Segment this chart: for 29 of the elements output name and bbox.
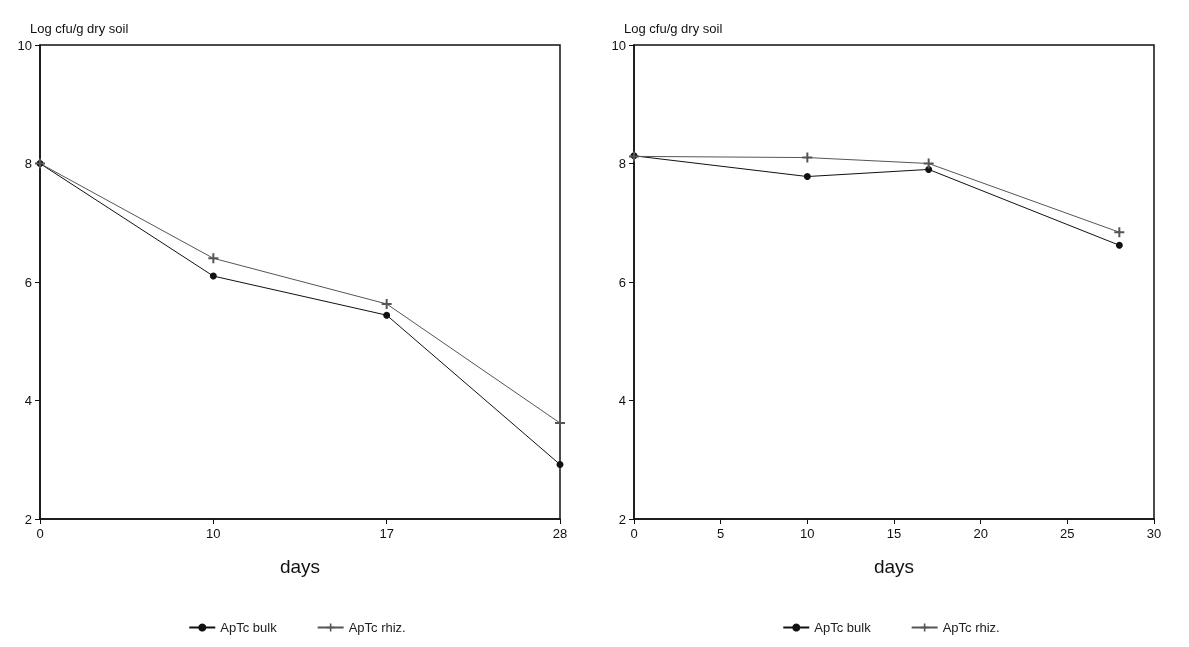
- y-tick-label: 4: [618, 393, 626, 408]
- x-tick-label: 20: [973, 526, 988, 541]
- x-tick-label: 17: [379, 526, 394, 541]
- x-tick-label: 30: [1146, 526, 1162, 541]
- legend-label: ApTc rhiz.: [348, 620, 406, 635]
- x-tick-label: 10: [206, 526, 221, 541]
- x-tick-label: 0: [36, 526, 44, 541]
- legend-label: ApTc rhiz.: [942, 620, 1000, 635]
- y-tick-label: 10: [17, 37, 32, 53]
- x-axis-title: days: [873, 556, 915, 577]
- x-tick-label: 0: [630, 526, 638, 541]
- x-tick-label: 15: [886, 526, 902, 541]
- y-tick-label: 2: [618, 511, 626, 527]
- y-tick-label: 4: [24, 393, 32, 408]
- legend-label: ApTc bulk: [814, 620, 872, 635]
- x-tick-label: 25: [1060, 526, 1075, 541]
- legend-label: ApTc bulk: [220, 620, 278, 635]
- y-tick-label: 6: [618, 274, 626, 290]
- y-tick-label: 2: [24, 511, 32, 527]
- x-tick-label: 5: [717, 526, 725, 541]
- y-tick-label: 6: [24, 274, 32, 290]
- y-tick-label: 8: [24, 156, 32, 171]
- y-axis-title: Log cfu/g dry soil: [30, 21, 129, 36]
- y-tick-label: 10: [611, 37, 626, 53]
- x-tick-label: 10: [800, 526, 815, 541]
- y-axis-title: Log cfu/g dry soil: [624, 21, 723, 36]
- y-tick-label: 8: [618, 156, 626, 171]
- x-axis-title: days: [279, 556, 321, 577]
- x-tick-label: 28: [552, 526, 568, 541]
